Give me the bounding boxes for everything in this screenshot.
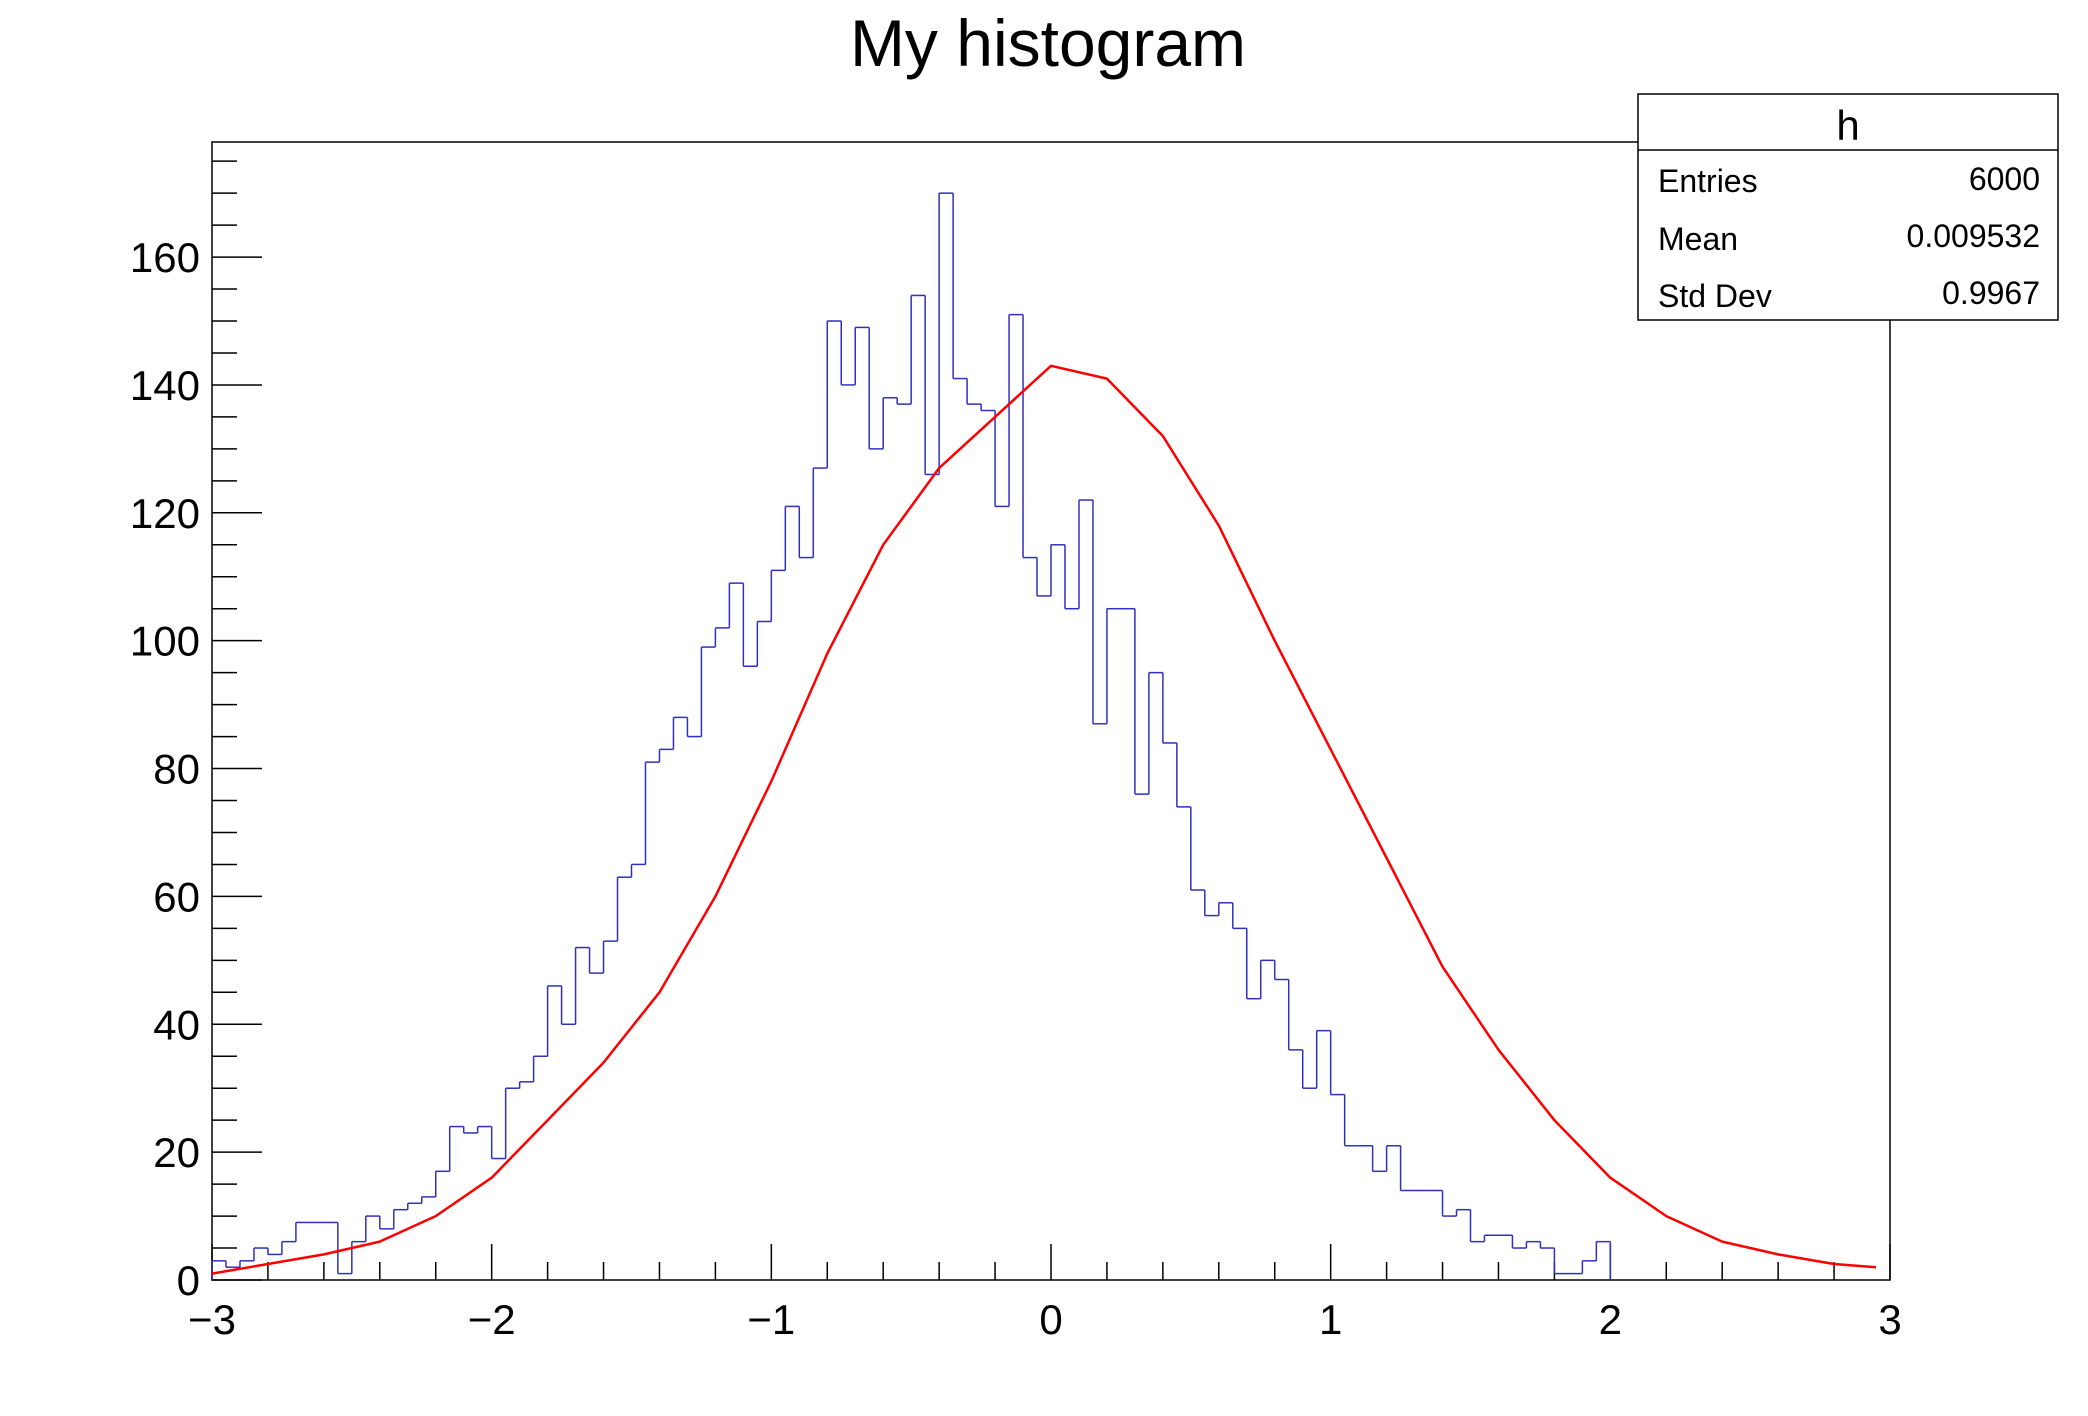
- y-tick-label: 120: [130, 490, 200, 537]
- x-tick-label: 0: [1039, 1296, 1062, 1343]
- y-tick-label: 40: [153, 1001, 200, 1048]
- fit-curve-series: [211, 364, 1877, 1275]
- stats-mean-value: 0.009532: [1907, 218, 2040, 254]
- fit-curve-line: [211, 364, 1877, 1275]
- x-tick-label: −1: [747, 1296, 795, 1343]
- histogram-series: [211, 192, 1612, 1280]
- x-tick-label: −2: [468, 1296, 516, 1343]
- stats-entries-value: 6000: [1969, 161, 2040, 197]
- x-tick-label: 2: [1599, 1296, 1622, 1343]
- stats-stddev-label: Std Dev: [1658, 278, 1772, 314]
- stats-entries-label: Entries: [1658, 163, 1758, 199]
- stats-mean-label: Mean: [1658, 221, 1738, 257]
- stats-box: h Entries 6000 Mean 0.009532 Std Dev 0.9…: [1637, 93, 2059, 321]
- stats-stddev-value: 0.9967: [1942, 275, 2040, 311]
- x-axis: −3 −2 −1 0 1 2 3: [188, 1244, 1902, 1343]
- y-axis: 0 20 40 60 80 100 120 140 160: [130, 160, 262, 1304]
- x-tick-label: −3: [188, 1296, 236, 1343]
- y-tick-label: 60: [153, 873, 200, 920]
- chart-title: My histogram: [850, 6, 1246, 80]
- stats-box-frame: [1637, 93, 2059, 321]
- y-tick-label: 80: [153, 746, 200, 793]
- y-tick-label: 20: [153, 1129, 200, 1176]
- y-tick-label: 100: [130, 618, 200, 665]
- y-tick-label: 160: [130, 234, 200, 281]
- x-tick-label: 1: [1319, 1296, 1342, 1343]
- y-tick-label: 0: [177, 1257, 200, 1304]
- x-tick-label: 3: [1878, 1296, 1901, 1343]
- stats-title: h: [1836, 102, 1859, 149]
- y-tick-label: 140: [130, 362, 200, 409]
